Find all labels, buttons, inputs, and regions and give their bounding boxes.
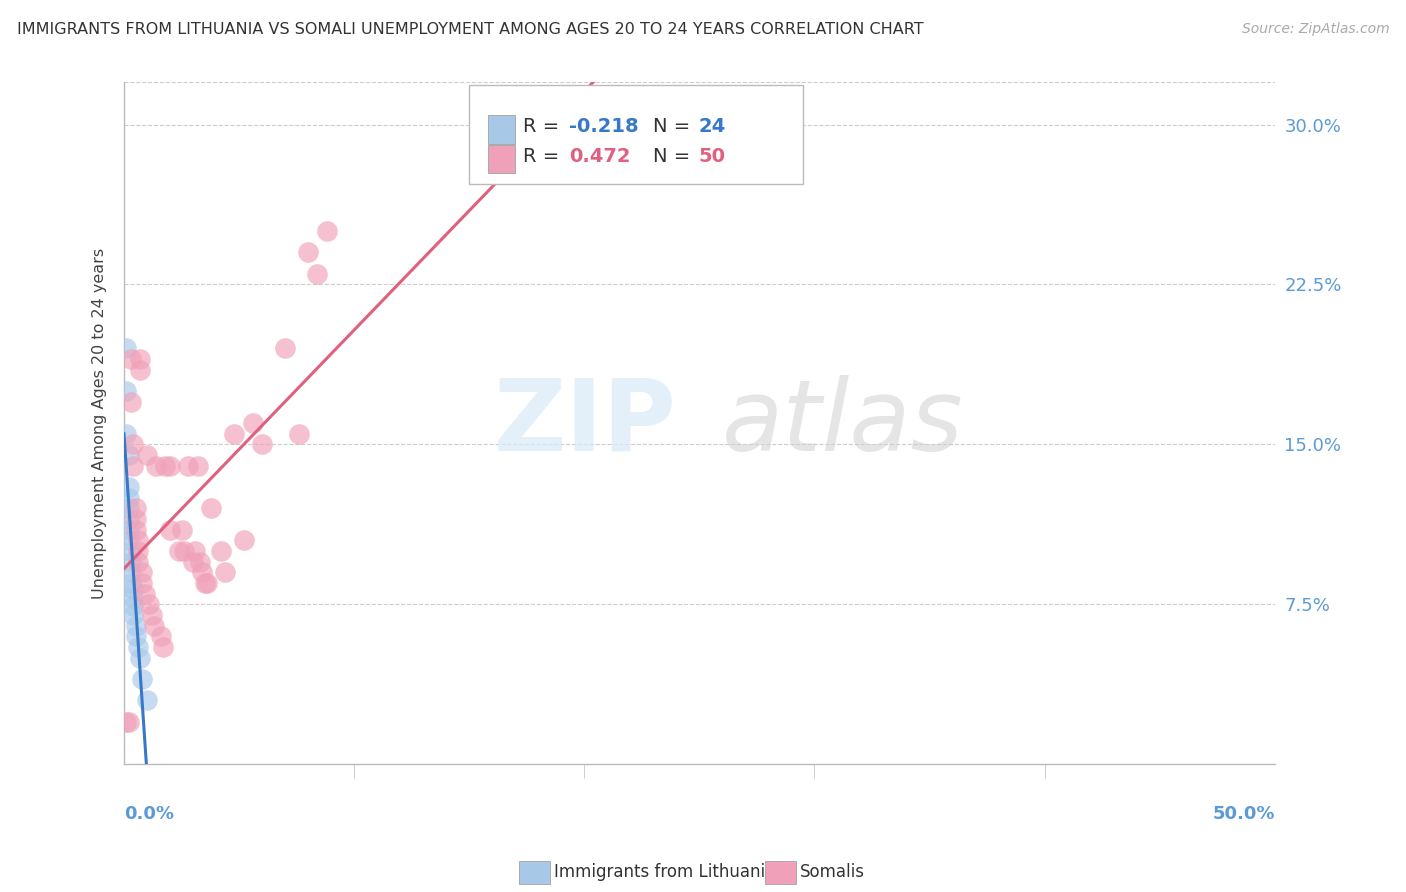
Point	[141, 607, 163, 622]
Point	[181, 555, 204, 569]
Point	[195, 576, 218, 591]
Point	[117, 512, 139, 526]
Point	[122, 458, 145, 473]
Point	[136, 693, 159, 707]
Point	[145, 458, 167, 473]
Point	[152, 640, 174, 654]
Text: R =: R =	[523, 147, 572, 167]
Point	[117, 714, 139, 729]
Point	[232, 533, 254, 548]
Text: 50.0%: 50.0%	[1212, 805, 1275, 823]
Point	[127, 555, 149, 569]
Point	[136, 448, 159, 462]
Text: Somalis: Somalis	[800, 863, 865, 881]
Point	[117, 533, 139, 548]
Point	[120, 544, 142, 558]
Point	[115, 384, 138, 398]
Point	[138, 598, 160, 612]
Point	[209, 544, 232, 558]
Point	[134, 587, 156, 601]
Point	[122, 437, 145, 451]
Point	[214, 566, 236, 580]
Point	[129, 363, 152, 377]
Point	[117, 480, 139, 494]
Point	[120, 352, 142, 367]
Point	[127, 533, 149, 548]
Point	[131, 672, 153, 686]
Point	[288, 426, 311, 441]
Text: atlas: atlas	[723, 375, 965, 472]
Point	[187, 458, 209, 473]
Point	[115, 426, 138, 441]
Text: IMMIGRANTS FROM LITHUANIA VS SOMALI UNEMPLOYMENT AMONG AGES 20 TO 24 YEARS CORRE: IMMIGRANTS FROM LITHUANIA VS SOMALI UNEM…	[17, 22, 924, 37]
Point	[117, 501, 139, 516]
Point	[131, 576, 153, 591]
Point	[117, 448, 139, 462]
Point	[188, 555, 211, 569]
Point	[122, 591, 145, 605]
Point	[159, 523, 181, 537]
Point	[297, 245, 319, 260]
Point	[315, 224, 337, 238]
Point	[149, 629, 172, 643]
Point	[242, 416, 264, 430]
Point	[129, 352, 152, 367]
Point	[173, 544, 195, 558]
FancyBboxPatch shape	[488, 145, 515, 173]
Point	[191, 566, 214, 580]
Point	[124, 629, 146, 643]
Text: 0.0%: 0.0%	[124, 805, 174, 823]
Point	[122, 582, 145, 597]
Text: Source: ZipAtlas.com: Source: ZipAtlas.com	[1241, 22, 1389, 37]
Point	[124, 501, 146, 516]
Point	[274, 342, 297, 356]
Point	[115, 342, 138, 356]
Text: -0.218: -0.218	[569, 117, 638, 136]
Point	[155, 458, 177, 473]
Point	[307, 267, 329, 281]
Point	[120, 576, 142, 591]
Point	[115, 714, 138, 729]
Text: 24: 24	[699, 117, 725, 136]
Point	[124, 523, 146, 537]
Text: N =: N =	[654, 117, 697, 136]
Point	[124, 512, 146, 526]
Point	[127, 544, 149, 558]
Point	[122, 599, 145, 614]
Text: R =: R =	[523, 117, 565, 136]
Point	[167, 544, 190, 558]
Point	[224, 426, 246, 441]
Text: 0.472: 0.472	[569, 147, 631, 167]
Point	[184, 544, 207, 558]
Point	[129, 650, 152, 665]
Point	[131, 566, 153, 580]
Point	[170, 523, 193, 537]
Point	[127, 640, 149, 654]
Point	[159, 458, 181, 473]
Point	[250, 437, 273, 451]
Point	[117, 523, 139, 537]
Text: ZIP: ZIP	[494, 375, 676, 472]
Text: 50: 50	[699, 147, 725, 167]
Point	[120, 394, 142, 409]
Point	[117, 491, 139, 505]
Point	[142, 618, 165, 632]
FancyBboxPatch shape	[488, 115, 515, 144]
Point	[120, 566, 142, 580]
Point	[124, 618, 146, 632]
Point	[193, 576, 215, 591]
Y-axis label: Unemployment Among Ages 20 to 24 years: Unemployment Among Ages 20 to 24 years	[93, 247, 107, 599]
Point	[177, 458, 200, 473]
Point	[122, 607, 145, 622]
Text: N =: N =	[654, 147, 697, 167]
Text: Immigrants from Lithuania: Immigrants from Lithuania	[554, 863, 775, 881]
Point	[120, 555, 142, 569]
Point	[200, 501, 222, 516]
FancyBboxPatch shape	[470, 86, 803, 185]
